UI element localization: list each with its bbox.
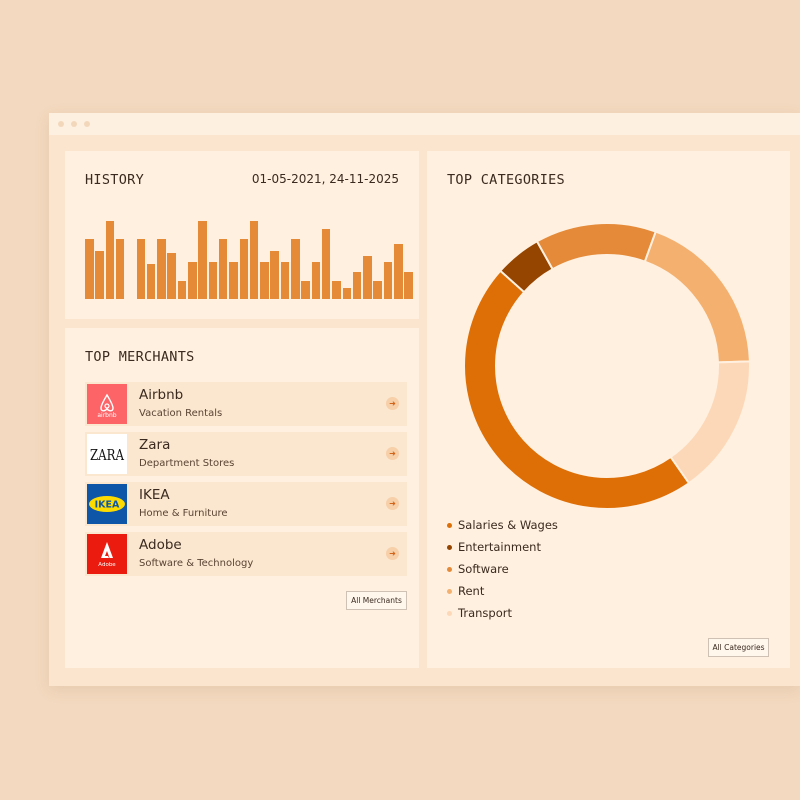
legend-label: Transport bbox=[458, 606, 512, 620]
window-dot-icon[interactable] bbox=[58, 121, 64, 127]
categories-legend: Salaries & Wages Entertainment Software Ren… bbox=[447, 518, 558, 628]
merchant-row-adobe[interactable]: Adobe Adobe Software & Technology ➜ bbox=[85, 532, 407, 576]
merchant-name: IKEA bbox=[139, 487, 170, 503]
history-bar bbox=[136, 239, 145, 299]
merchant-category: Home & Furniture bbox=[139, 508, 228, 519]
history-bar bbox=[394, 244, 403, 299]
history-bar bbox=[188, 262, 197, 299]
history-bar bbox=[270, 251, 279, 299]
ikea-logo-icon: IKEA bbox=[87, 484, 127, 524]
legend-dot-icon bbox=[447, 589, 452, 594]
history-bar bbox=[342, 288, 351, 299]
history-bar bbox=[157, 239, 166, 299]
history-bar bbox=[208, 262, 218, 299]
legend-dot-icon bbox=[447, 545, 452, 550]
legend-item: Salaries & Wages bbox=[447, 518, 558, 540]
history-bar bbox=[198, 221, 207, 299]
arrow-right-icon[interactable]: ➜ bbox=[386, 497, 399, 510]
history-bar bbox=[363, 256, 372, 299]
history-title: HISTORY bbox=[85, 172, 144, 188]
history-bar bbox=[105, 221, 115, 299]
donut-slice[interactable] bbox=[669, 360, 751, 485]
history-bar bbox=[291, 239, 300, 299]
merchant-row-ikea[interactable]: IKEA IKEA Home & Furniture ➜ bbox=[85, 482, 407, 526]
categories-title: TOP CATEGORIES bbox=[447, 172, 565, 188]
history-bar bbox=[260, 262, 269, 299]
categories-panel: TOP CATEGORIES Salaries & Wages Entertain… bbox=[427, 151, 790, 668]
arrow-right-icon[interactable]: ➜ bbox=[386, 397, 399, 410]
merchant-row-airbnb[interactable]: airbnb Airbnb Vacation Rentals ➜ bbox=[85, 382, 407, 426]
history-panel: HISTORY 01-05-2021, 24-11-2025 bbox=[65, 151, 419, 319]
legend-item: Software bbox=[447, 562, 558, 584]
svg-text:IKEA: IKEA bbox=[95, 500, 120, 511]
svg-text:Adobe: Adobe bbox=[98, 562, 116, 568]
history-bar bbox=[239, 239, 248, 299]
donut-slice[interactable] bbox=[463, 269, 691, 510]
history-bar bbox=[229, 262, 238, 299]
merchant-category: Vacation Rentals bbox=[139, 408, 223, 419]
legend-item: Entertainment bbox=[447, 540, 558, 562]
legend-dot-icon bbox=[447, 611, 452, 616]
legend-item: Transport bbox=[447, 606, 558, 628]
history-bar bbox=[85, 239, 94, 299]
history-bar bbox=[167, 253, 176, 299]
history-bar bbox=[321, 229, 331, 299]
legend-dot-icon bbox=[447, 523, 452, 528]
legend-label: Entertainment bbox=[458, 540, 541, 554]
merchant-row-zara[interactable]: ZARA Zara Department Stores ➜ bbox=[85, 432, 407, 476]
arrow-right-icon[interactable]: ➜ bbox=[386, 547, 399, 560]
legend-label: Rent bbox=[458, 584, 485, 598]
history-date-range: 01-05-2021, 24-11-2025 bbox=[251, 172, 399, 186]
window-dot-icon[interactable] bbox=[84, 121, 90, 127]
categories-donut-chart bbox=[463, 222, 751, 510]
zara-logo-icon: ZARA bbox=[87, 434, 127, 474]
merchant-name: Zara bbox=[139, 437, 171, 453]
history-bar bbox=[404, 272, 413, 299]
history-bar bbox=[280, 262, 290, 299]
legend-label: Salaries & Wages bbox=[458, 518, 558, 532]
merchants-panel: TOP MERCHANTS airbnb Airbnb Vacation Ren… bbox=[65, 328, 419, 668]
merchant-category: Department Stores bbox=[139, 458, 235, 469]
history-bar bbox=[311, 262, 321, 299]
all-merchants-button[interactable]: All Merchants bbox=[346, 591, 407, 610]
legend-dot-icon bbox=[447, 567, 452, 572]
history-bar bbox=[332, 281, 341, 299]
adobe-logo-icon: Adobe bbox=[87, 534, 127, 574]
arrow-right-icon[interactable]: ➜ bbox=[386, 447, 399, 460]
merchant-category: Software & Technology bbox=[139, 558, 254, 569]
history-bar bbox=[383, 262, 393, 299]
window-dot-icon[interactable] bbox=[71, 121, 77, 127]
merchant-name: Adobe bbox=[139, 537, 182, 553]
window-titlebar bbox=[49, 113, 800, 135]
history-bar bbox=[301, 281, 310, 299]
history-bar bbox=[218, 239, 228, 299]
svg-text:ZARA: ZARA bbox=[90, 446, 124, 464]
donut-slice[interactable] bbox=[643, 230, 751, 364]
history-bar-chart bbox=[85, 151, 413, 319]
history-bar bbox=[177, 281, 187, 299]
donut-slice[interactable] bbox=[535, 222, 658, 271]
history-bar bbox=[352, 272, 362, 299]
svg-text:airbnb: airbnb bbox=[97, 412, 116, 419]
all-categories-button[interactable]: All Categories bbox=[708, 638, 769, 657]
history-bar bbox=[95, 251, 104, 299]
history-bar bbox=[146, 264, 156, 299]
legend-item: Rent bbox=[447, 584, 558, 606]
app-window: HISTORY 01-05-2021, 24-11-2025 TOP MERCH… bbox=[49, 113, 800, 686]
merchant-name: Airbnb bbox=[139, 387, 184, 403]
history-bar bbox=[249, 221, 259, 299]
history-bar bbox=[115, 239, 125, 299]
airbnb-logo-icon: airbnb bbox=[87, 384, 127, 424]
history-bar bbox=[373, 281, 382, 299]
merchants-title: TOP MERCHANTS bbox=[85, 349, 195, 365]
legend-label: Software bbox=[458, 562, 509, 576]
